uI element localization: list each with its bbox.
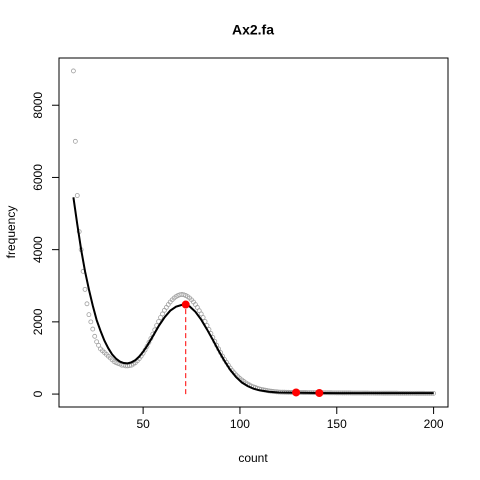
data-point — [72, 138, 78, 144]
y-tick-label: 8000 — [31, 92, 45, 119]
x-tick-label: 50 — [136, 417, 150, 431]
x-axis-label: count — [238, 451, 268, 465]
y-axis-label: frequency — [4, 206, 18, 259]
y-tick-label: 0 — [31, 390, 45, 397]
data-point — [86, 312, 92, 318]
y-tick-label: 6000 — [31, 164, 45, 191]
data-point — [163, 305, 169, 310]
data-point — [84, 301, 90, 307]
data-point — [82, 286, 88, 292]
y-tick-label: 2000 — [31, 308, 45, 335]
x-tick-label: 150 — [327, 417, 347, 431]
x-tick-label: 200 — [424, 417, 444, 431]
data-point — [88, 319, 94, 325]
data-point — [90, 326, 96, 332]
peak-point — [315, 388, 324, 397]
data-point — [160, 311, 165, 317]
data-point — [96, 342, 101, 348]
data-point — [198, 311, 204, 317]
x-tick-label: 100 — [230, 417, 250, 431]
chart-title: Ax2.fa — [232, 22, 274, 38]
data-point — [200, 315, 206, 320]
data-point — [92, 333, 98, 339]
data-point — [94, 339, 100, 345]
data-point — [158, 315, 163, 320]
y-tick-label: 4000 — [31, 236, 45, 263]
peak-point — [181, 300, 190, 309]
plot-box — [58, 57, 449, 408]
fit-line — [72, 197, 434, 395]
data-point — [71, 68, 76, 74]
peak-point — [292, 388, 301, 397]
data-point — [74, 193, 80, 198]
data-point — [162, 307, 167, 313]
